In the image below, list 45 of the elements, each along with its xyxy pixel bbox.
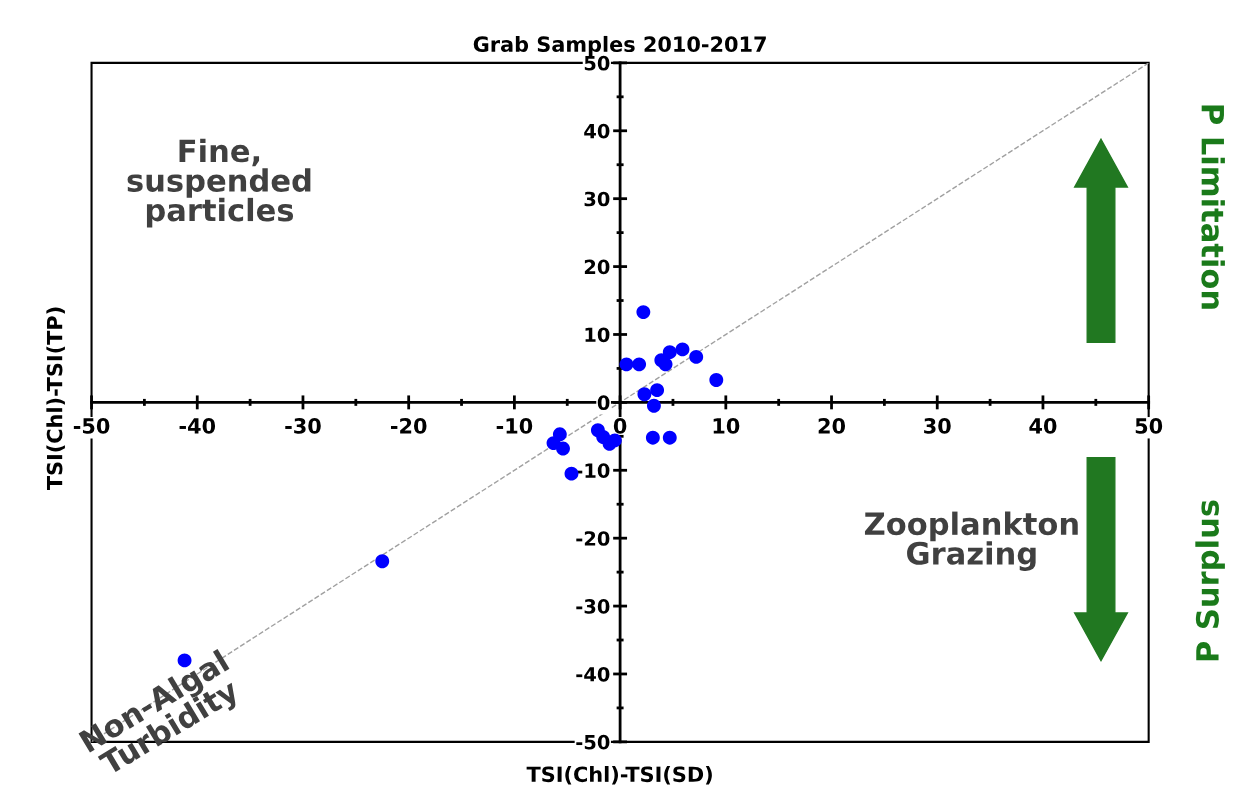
y-tick-label: -50: [576, 734, 610, 750]
point: [556, 441, 570, 456]
point: [658, 357, 673, 372]
point: [662, 430, 677, 445]
x-tick-label: 40: [1029, 418, 1057, 434]
point: [662, 345, 677, 360]
annotation: Fine, suspended particles: [127, 138, 311, 228]
point: [646, 398, 661, 413]
point: [552, 427, 567, 442]
chart-title: Grab Samples 2010-2017: [473, 35, 766, 57]
point: [689, 349, 704, 364]
x-axis-title: TSI(Chl)-TSI(SD): [526, 766, 712, 785]
x-tick-label: 30: [924, 418, 951, 434]
y-axis-title: TSI(Chl)-TSI(TP): [46, 307, 65, 491]
y-tick-label: -10: [576, 463, 610, 478]
y-tick-label: 0: [597, 395, 610, 411]
point: [645, 430, 660, 445]
x-tick-label: -20: [390, 418, 427, 434]
y-tick-label: 30: [584, 191, 610, 207]
x-tick-label: -40: [179, 418, 216, 434]
point: [375, 554, 390, 569]
annotation: Zooplankton Grazing: [864, 511, 1078, 571]
x-tick-label: -50: [73, 418, 110, 434]
x-tick-label: 10: [713, 418, 740, 434]
y-tick-label: 20: [584, 259, 610, 275]
point: [709, 373, 724, 387]
text: P Limitation: [1201, 105, 1225, 309]
point: [636, 305, 651, 320]
text: P Surplus: [1195, 500, 1225, 661]
y-tick-label: -30: [576, 599, 610, 614]
point: [637, 387, 652, 402]
x-tick-label: 0: [613, 418, 627, 434]
x-tick-label: -30: [285, 418, 321, 434]
y-tick-label: 50: [584, 55, 610, 71]
point: [675, 342, 690, 357]
point: [619, 357, 634, 372]
point: [632, 357, 647, 372]
y-tick-label: 10: [585, 327, 610, 343]
x-tick-label: 50: [1135, 418, 1163, 434]
x-tick-label: 20: [818, 418, 846, 434]
y-tick-label: 40: [584, 123, 610, 139]
x-tick-label: -10: [496, 418, 533, 434]
y-tick-label: -20: [576, 531, 610, 546]
y-tick-label: -40: [576, 666, 610, 682]
point: [650, 383, 665, 398]
